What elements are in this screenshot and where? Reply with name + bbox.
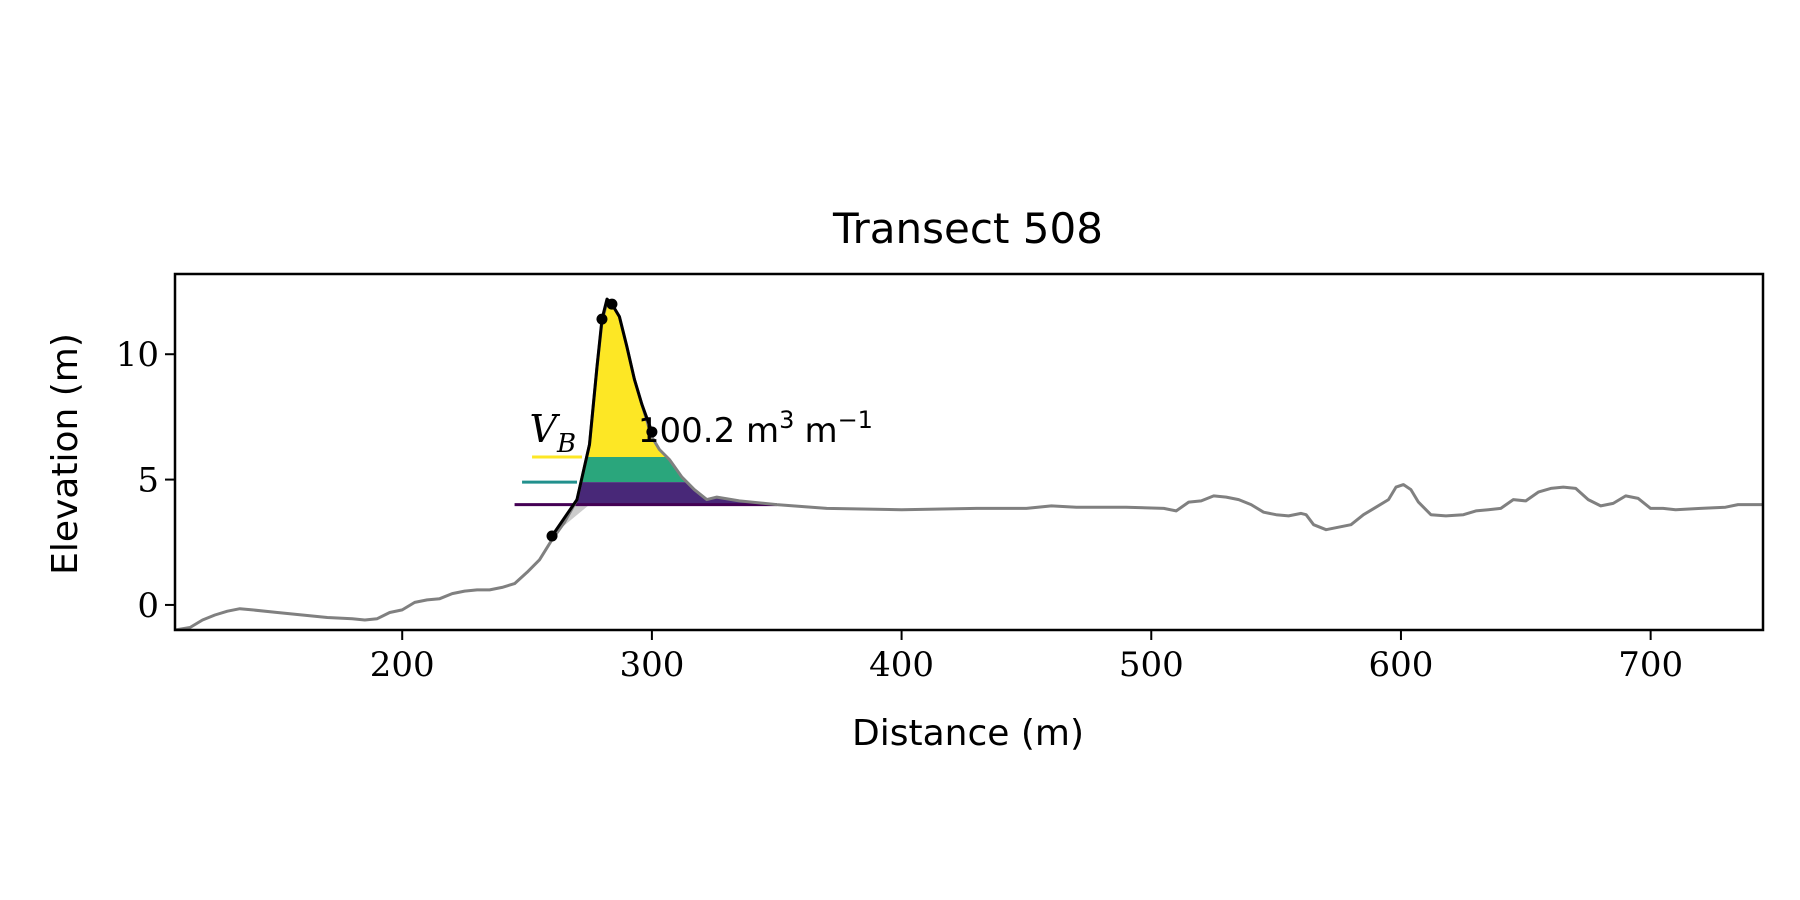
dune-marker-2 [606,298,618,310]
dune-marker-1 [596,313,608,325]
chart-title: Transect 508 [832,204,1103,253]
axes-frame [173,272,1765,632]
y-tick-label-0: 0 [137,586,159,626]
y-axis-label: Elevation (m) [45,333,86,575]
x-tick-label-600: 600 [1369,645,1434,685]
annotation-subscript: B [556,429,576,459]
elevation-profile-line [175,300,1763,630]
x-tick-label-500: 500 [1119,645,1184,685]
x-tick-label-200: 200 [370,645,435,685]
x-tick-label-300: 300 [619,645,684,685]
dune-marker-0 [546,530,558,542]
annotation-unit-tail-exp: −1 [838,406,873,434]
dune-marker-3 [646,426,658,438]
annotation-unit-exp: 3 [779,406,794,434]
y-tick-label-5: 5 [137,461,159,501]
x-tick-label-700: 700 [1618,645,1683,685]
annotation-unit-tail: m [804,411,837,451]
volume-band-1 [582,457,686,483]
x-tick-label-400: 400 [869,645,934,685]
y-tick-label-10: 10 [116,335,159,375]
annotation-value: 100.2 m3 m−1 [638,406,873,451]
plot-layer [175,297,1763,630]
x-axis-label: Distance (m) [852,713,1084,754]
